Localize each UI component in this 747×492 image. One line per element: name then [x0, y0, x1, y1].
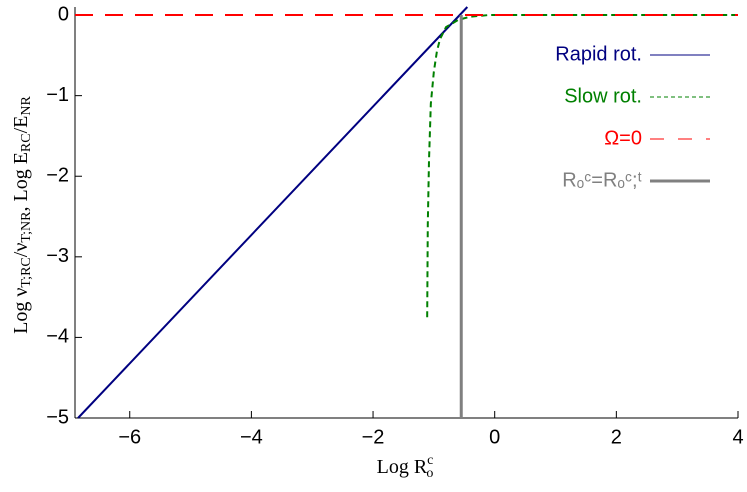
- y-label-sub: RC: [19, 133, 34, 152]
- x-label-sup: c: [427, 453, 433, 468]
- x-tick-label: 4: [732, 426, 743, 448]
- y-label-sub: T;NR: [19, 211, 34, 243]
- x-tick-label: −6: [118, 426, 141, 448]
- legend-label: Rₒᶜ=Rₒᶜ;ᵗ: [562, 169, 642, 191]
- y-label-text: /ν: [10, 243, 32, 258]
- y-axis-label: Log νT;RC/νT;NR, Log ERC/ENR: [10, 95, 35, 333]
- x-axis-label: Log Rc o: [377, 453, 434, 481]
- y-tick-label: −2: [46, 165, 69, 187]
- x-label-sub: o: [426, 466, 433, 481]
- series-line: [77, 6, 469, 419]
- y-label-text: Log ν: [10, 288, 32, 334]
- x-label-text: Log R: [377, 456, 428, 478]
- y-tick-label: −5: [46, 406, 69, 428]
- y-tick-label: 0: [58, 3, 69, 25]
- x-tick-label: −4: [240, 426, 263, 448]
- y-label-text: , Log E: [10, 152, 32, 211]
- legend-label: Slow rot.: [564, 85, 642, 107]
- legend-label: Ω=0: [604, 127, 642, 149]
- y-label-sub: T;RC: [19, 257, 34, 287]
- y-label-sub: NR: [19, 95, 34, 115]
- x-tick-label: 0: [489, 426, 500, 448]
- y-label-text: /E: [10, 116, 32, 134]
- y-tick-label: −3: [46, 245, 69, 267]
- y-tick-label: −4: [46, 326, 69, 348]
- x-tick-label: 2: [611, 426, 622, 448]
- x-tick-label: −2: [362, 426, 385, 448]
- y-tick-label: −1: [46, 84, 69, 106]
- legend-label: Rapid rot.: [555, 43, 642, 65]
